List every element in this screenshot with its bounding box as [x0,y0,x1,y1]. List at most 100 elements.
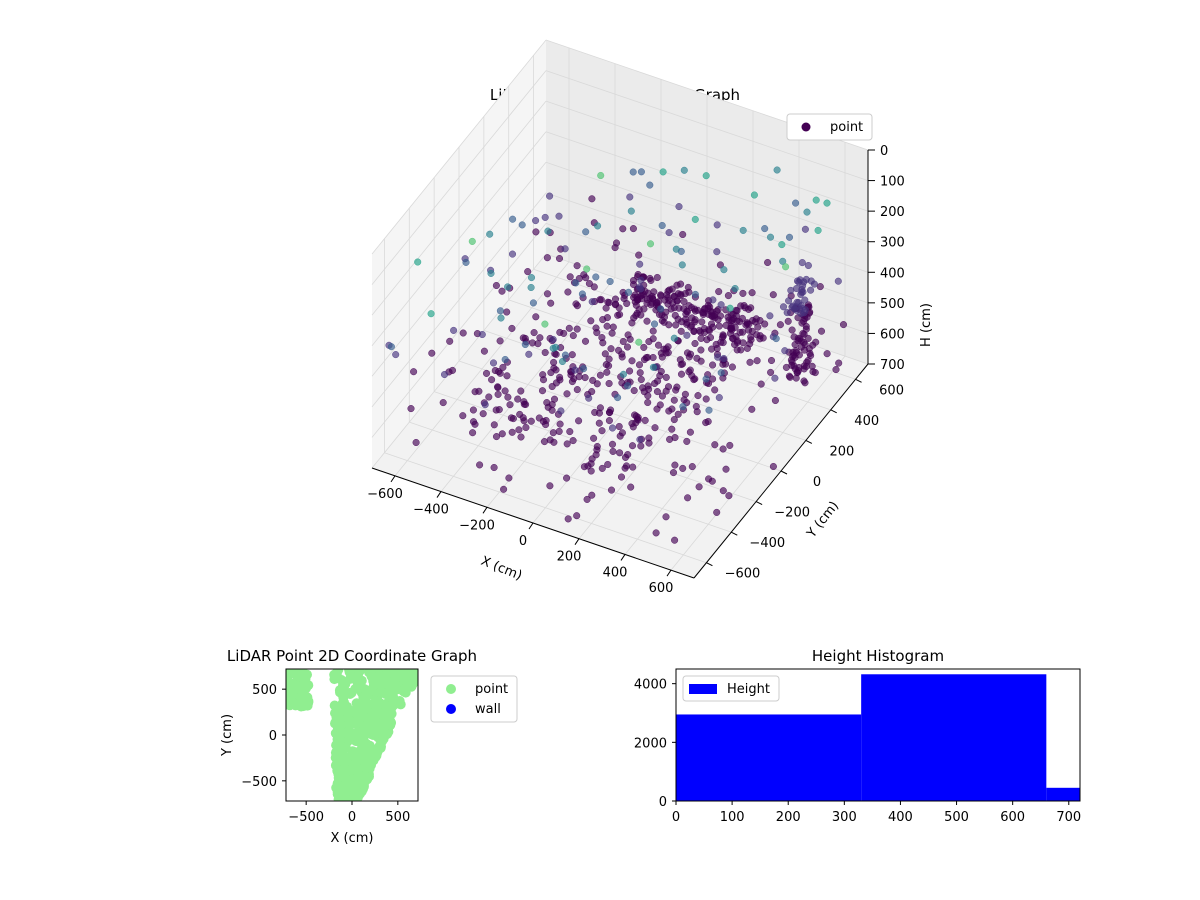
tick-label-hist-x: 400 [888,810,913,825]
point-3d [764,258,772,267]
point-3d [550,438,558,446]
point-3d [807,286,815,294]
point-3d [612,239,621,247]
point-3d [766,233,775,241]
point-3d [459,329,467,337]
point-3d [671,434,679,442]
point-3d [782,263,790,271]
histogram-bar [1046,787,1080,801]
point-3d [640,343,648,351]
point-3d [716,312,725,320]
point-3d [801,296,809,304]
point-3d [440,370,449,379]
point-3d [715,322,723,330]
point-3d [662,373,670,381]
point-3d [799,329,807,338]
point-3d [803,208,811,216]
point-3d [608,329,616,337]
point-3d [683,349,692,357]
point-3d [686,428,694,436]
point-3d [573,512,581,520]
tick-label-3d-y: 200 [829,444,854,459]
point-2d [389,682,400,693]
point-3d [800,365,808,373]
point-3d [492,281,500,290]
tick-label-3d-x: −200 [459,518,495,533]
point-3d [698,318,706,326]
point-3d [603,368,611,376]
point-3d [621,464,629,472]
point-3d [683,320,691,328]
point-3d [628,357,636,365]
point-2d [345,669,355,675]
point-3d [717,369,725,377]
point-2d [358,737,369,748]
point-3d [684,283,692,291]
point-3d [790,333,798,341]
point-2d [298,701,309,712]
point-3d [635,338,643,346]
chart-2d-ticks: −500 −500 0 0 500 500 [241,683,410,825]
point-3d [665,321,673,329]
point-3d [572,279,580,287]
point-3d [439,399,447,407]
point-3d [605,355,613,363]
point-3d [783,309,791,317]
tick-label-3d-z: 100 [880,175,905,190]
point-3d [602,361,610,369]
point-3d [609,447,617,455]
tick-label-2d-y: 500 [252,683,277,698]
point-3d [628,442,637,450]
point-2d [292,683,303,694]
tick-3d-y [755,501,763,506]
point-3d [608,424,617,432]
tick-label-3d-z: 400 [880,266,905,281]
point-3d [693,408,701,416]
point-3d [448,366,457,374]
point-3d [691,215,699,223]
point-3d [647,301,655,309]
point-3d [644,398,652,407]
point-3d [719,332,727,340]
point-3d [786,373,794,381]
point-3d [711,386,719,394]
point-3d [481,401,489,409]
point-3d [508,250,517,258]
point-3d [387,343,395,351]
point-2d [350,795,361,801]
chart-2d-point-group [286,669,418,801]
point-3d [714,353,722,361]
point-3d [561,351,569,359]
point-3d [544,227,552,235]
point-3d [561,245,569,253]
point-3d [592,273,600,281]
chart-3d-legend: point [786,113,873,141]
tick-label-hist-x: 200 [776,810,801,825]
point-3d [591,408,599,416]
point-3d [541,348,549,357]
point-3d [729,334,737,343]
point-3d [679,230,687,239]
point-2d [382,676,392,687]
point-3d [530,329,538,337]
point-3d [678,261,686,269]
point-3d [724,292,732,300]
point-3d [627,207,635,215]
point-3d [658,221,666,230]
point-3d [645,338,653,346]
tick-label-3d-x: −400 [413,503,449,518]
tick-3d-x [620,554,626,561]
point-3d [488,376,496,384]
point-3d [747,333,755,341]
grid-floor-x [624,340,800,555]
point-2d [394,696,405,706]
point-3d [583,495,591,503]
point-3d [580,365,588,373]
point-3d [739,339,747,347]
point-3d [624,331,632,339]
chart-2d-legend-wall-marker [446,704,456,714]
point-3d [641,416,649,424]
point-3d [588,491,596,499]
point-2d [286,697,293,708]
chart-2d-title: LiDAR Point 2D Coordinate Graph [227,647,477,665]
